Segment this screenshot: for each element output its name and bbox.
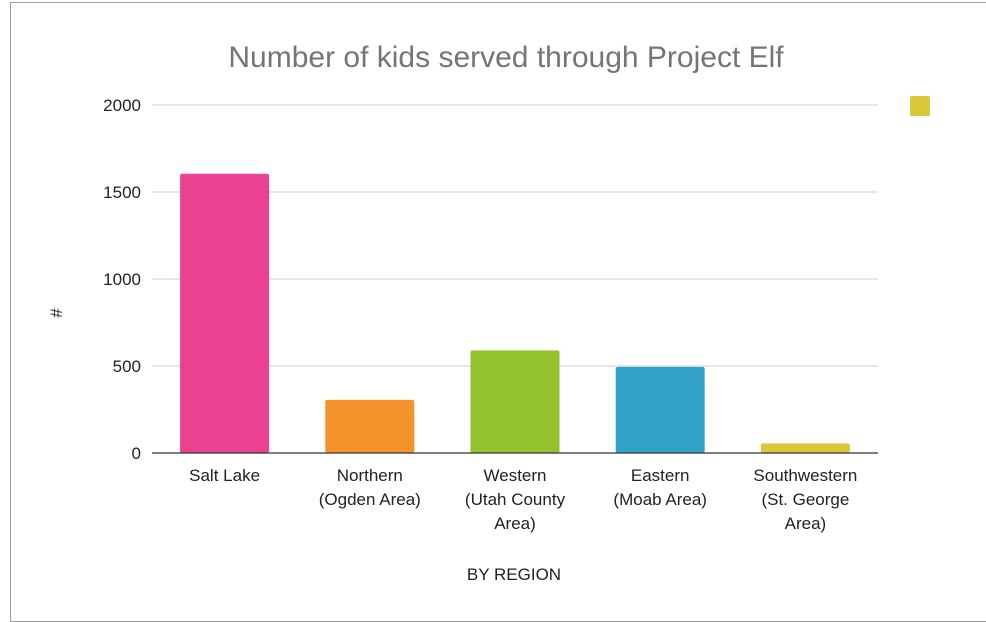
bar [760,443,850,453]
x-tick-label: Southwestern [753,466,857,485]
bar [615,366,705,453]
x-tick-label: (Moab Area) [613,490,707,509]
x-tick-label: Area) [785,514,827,533]
x-tick-label: (Ogden Area) [319,490,421,509]
y-tick-label: 1500 [103,183,141,202]
x-tick-label: Eastern [631,466,690,485]
x-tick-label: Western [484,466,547,485]
x-tick-label: (St. George [761,490,849,509]
x-tick-label: (Utah County [465,490,566,509]
y-tick-label: 0 [132,444,141,463]
chart-title: Number of kids served through Project El… [228,41,784,74]
x-axis-labels: Salt Lake Northern (Ogden Area) Western (Uta… [189,466,857,533]
bar [470,350,560,453]
y-axis-label: # [47,308,66,318]
x-tick-label: Area) [494,514,536,533]
y-tick-label: 1000 [103,270,141,289]
legend-swatch [910,96,930,116]
bar [325,399,415,453]
y-axis-ticks: 0 500 1000 1500 2000 [103,96,141,463]
x-axis-label: BY REGION [467,565,561,584]
bars [180,173,850,454]
x-tick-label: Northern [337,466,403,485]
bar [180,173,270,454]
y-tick-label: 500 [113,357,141,376]
x-tick-label: Salt Lake [189,466,260,485]
y-tick-label: 2000 [103,96,141,115]
